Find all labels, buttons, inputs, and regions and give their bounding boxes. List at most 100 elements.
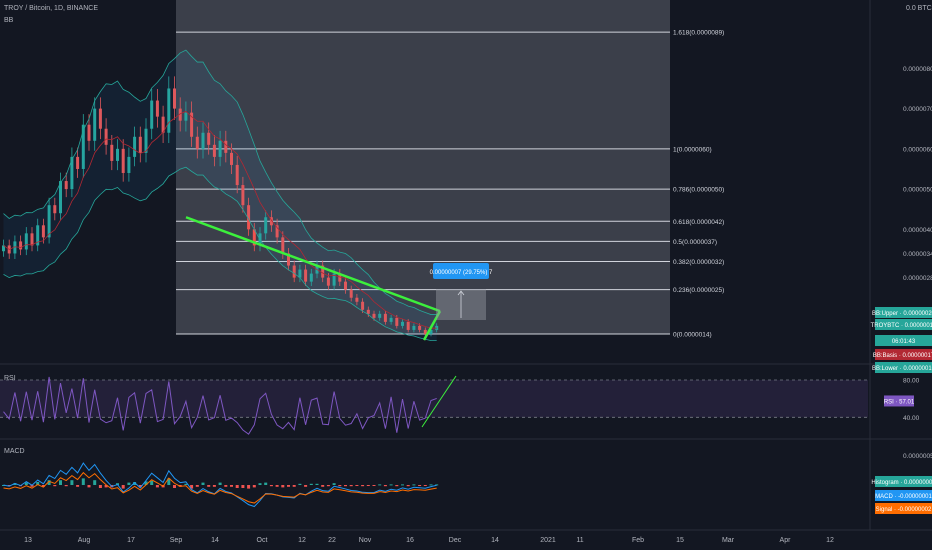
price-badge <box>875 335 932 346</box>
candle-body <box>264 217 268 234</box>
candle-body <box>361 301 365 310</box>
candle-body <box>184 112 188 121</box>
bb-basis-line <box>3 111 437 329</box>
macd-histogram-bar <box>435 484 439 486</box>
bb-indicator-label[interactable]: BB <box>4 17 14 24</box>
time-tick-label: Dec <box>449 537 462 544</box>
candle-body <box>252 229 256 246</box>
macd-histogram-bar <box>64 485 68 487</box>
candle-body <box>224 140 228 153</box>
candle-body <box>429 329 433 334</box>
price-tick-label: 0.0000050 <box>903 187 932 194</box>
fib-level-label: 0.786(0.0000050) <box>673 187 724 194</box>
candle-body <box>298 269 302 278</box>
candle-body <box>121 148 125 173</box>
macd-histogram-bar <box>241 485 245 488</box>
price-currency-label[interactable]: 0.0 BTC <box>906 5 932 12</box>
candle-body <box>47 205 51 238</box>
candle-body <box>401 321 404 326</box>
candle-body <box>332 273 336 286</box>
candle-body <box>423 329 427 334</box>
candle-body <box>275 225 279 238</box>
macd-histogram-bar <box>7 485 11 487</box>
candle-body <box>218 140 222 157</box>
macd-histogram-bar <box>389 484 393 486</box>
macd-histogram-bar <box>212 485 216 487</box>
price-badge <box>875 349 932 360</box>
price-tick-label: 0.0000080 <box>903 66 932 73</box>
macd-histogram-bar <box>423 485 427 486</box>
macd-badge-label: Signal · -0.00000002 <box>876 507 932 513</box>
price-badge-label: BB:Upper · 0.00000020 <box>872 311 932 317</box>
price-badge <box>875 362 932 373</box>
fib-level-label: 0.618(0.0000042) <box>673 219 724 226</box>
bb-upper-line <box>3 49 437 315</box>
macd-histogram-bar <box>344 485 347 487</box>
price-badge-label: BB:Basis · 0.00000017 <box>873 353 932 359</box>
price-badge-label: TROYBTC · 0.00000018 <box>871 323 932 329</box>
fib-level-label: 1(0.0000060) <box>673 146 712 153</box>
candle-body <box>372 313 376 318</box>
candle-body <box>287 253 290 266</box>
macd-histogram-bar <box>309 483 313 485</box>
fib-level-label: 1.618(0.0000089) <box>673 30 724 37</box>
price-tick-label: 0.0000040 <box>903 227 932 234</box>
candle-body <box>30 233 34 246</box>
time-tick-label: 14 <box>211 537 219 544</box>
price-badge-label: 06:01:43 <box>892 339 916 345</box>
macd-histogram-bar <box>395 485 399 487</box>
time-tick-label: Sep <box>170 537 183 544</box>
candle-body <box>76 156 80 169</box>
candle-body <box>195 136 199 149</box>
macd-histogram-bar <box>207 485 211 487</box>
rsi-band <box>0 380 868 418</box>
candle-body <box>2 245 5 252</box>
macd-badge <box>875 490 932 501</box>
macd-histogram-bar <box>70 480 74 485</box>
macd-histogram-bar <box>412 484 416 486</box>
macd-histogram-bar <box>195 485 199 487</box>
candle-body <box>173 88 176 109</box>
candle-body <box>395 317 399 326</box>
macd-pane-label[interactable]: MACD <box>4 448 25 455</box>
macd-badge-label: Histogram · 0.00000000 <box>871 480 932 486</box>
fib-level-label: 0.382(0.0000032) <box>673 259 724 266</box>
time-tick-label: 12 <box>298 537 306 544</box>
candle-body <box>344 281 347 290</box>
macd-histogram-bar <box>252 485 256 488</box>
macd-histogram-bar <box>30 485 34 487</box>
macd-histogram-bar <box>332 483 336 485</box>
candle-body <box>378 313 382 318</box>
candle-body <box>70 156 74 190</box>
rsi-tick-label: 40.00 <box>903 415 920 422</box>
macd-badge-label: MACD · -0.00000001 <box>875 494 932 500</box>
trend-line <box>185 216 441 313</box>
macd-badge <box>875 476 932 487</box>
price-tick-label: 0.0000060 <box>903 146 932 153</box>
candle-body <box>41 225 45 238</box>
time-tick-label: 12 <box>826 537 834 544</box>
measure-arrow-head <box>457 290 465 296</box>
macd-histogram-bar <box>326 485 330 487</box>
candle-body <box>24 233 28 250</box>
rsi-badge-label: RSI · 57.01 <box>884 399 915 405</box>
candle-body <box>64 181 68 190</box>
candle-body <box>281 237 285 254</box>
candle-body <box>178 108 182 121</box>
macd-histogram-bar <box>264 482 268 485</box>
candle-body <box>235 164 239 186</box>
macd-histogram-bar <box>24 482 28 485</box>
candle-body <box>383 313 387 322</box>
rsi-pane-label[interactable]: RSI <box>4 375 16 382</box>
candle-body <box>309 273 313 282</box>
symbol-title[interactable]: TROY / Bitcoin, 1D, BINANCE <box>4 5 99 12</box>
bb-lower-line <box>3 166 437 342</box>
macd-histogram-bar <box>190 485 194 489</box>
candle-body <box>59 181 62 214</box>
macd-histogram-bar <box>138 485 142 488</box>
macd-histogram-bar <box>275 485 279 487</box>
time-tick-label: 22 <box>328 537 336 544</box>
macd-histogram-bar <box>36 482 40 485</box>
price-badge-label: BB:Lower · 0.00000016 <box>872 366 932 372</box>
